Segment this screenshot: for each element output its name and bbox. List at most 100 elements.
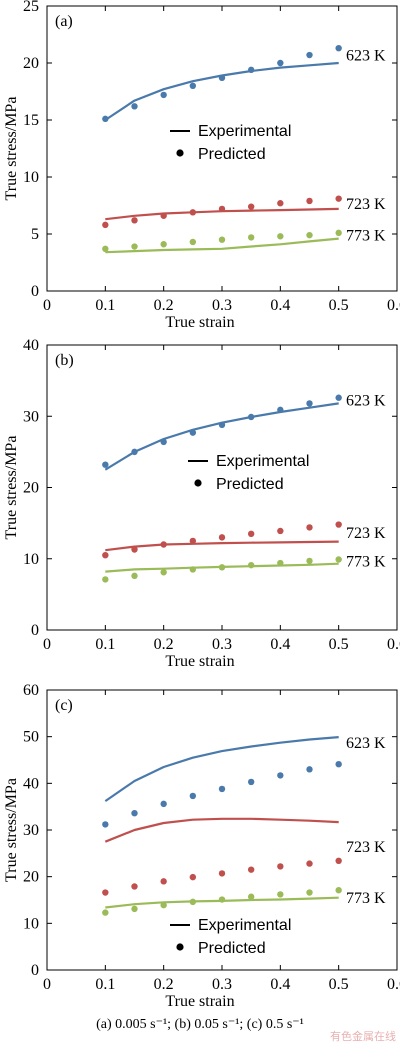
x-tick-label: 0.3 xyxy=(212,976,232,993)
x-tick-label: 0.6 xyxy=(387,636,400,653)
predicted-point-773 xyxy=(277,891,284,898)
y-tick-label: 20 xyxy=(23,480,39,497)
series-label-773: 773 K xyxy=(346,554,386,571)
predicted-point-773 xyxy=(160,241,167,248)
x-tick-label: 0.2 xyxy=(154,636,174,653)
predicted-point-773 xyxy=(218,564,226,571)
x-tick-label: 0.5 xyxy=(329,976,349,993)
y-tick-label: 10 xyxy=(23,915,39,932)
predicted-point-623 xyxy=(335,761,342,768)
legend-dot-icon xyxy=(176,943,184,951)
y-tick-label: 10 xyxy=(23,169,39,186)
predicted-point-773 xyxy=(277,559,284,567)
predicted-point-723 xyxy=(277,863,284,870)
watermark: 有色金属在线 xyxy=(330,1030,396,1043)
predicted-point-723 xyxy=(335,857,342,864)
x-tick-label: 0 xyxy=(43,976,51,993)
series-label-723: 723 K xyxy=(346,525,386,542)
predicted-point-723 xyxy=(189,537,197,545)
y-tick-label: 25 xyxy=(23,0,39,15)
predicted-point-773 xyxy=(160,569,167,576)
predicted-point-773 xyxy=(189,898,197,906)
predicted-point-623 xyxy=(218,74,226,82)
predicted-point-623 xyxy=(189,792,197,800)
predicted-point-773 xyxy=(131,905,138,913)
predicted-point-623 xyxy=(160,800,167,808)
x-tick-label: 0 xyxy=(43,297,51,314)
series-label-723: 723 K xyxy=(346,839,386,856)
predicted-point-723 xyxy=(247,866,255,873)
x-tick-label: 0.1 xyxy=(95,636,115,653)
y-tick-label: 40 xyxy=(23,775,39,792)
predicted-point-723 xyxy=(306,524,313,531)
y-axis-title: True stress/MPa xyxy=(3,778,20,882)
legend-experimental-label: Experimental xyxy=(198,123,291,140)
predicted-point-623 xyxy=(335,44,342,52)
series-label-723: 723 K xyxy=(346,196,386,213)
legend-predicted-label: Predicted xyxy=(216,476,284,493)
predicted-point-723 xyxy=(247,530,255,538)
series-label-623: 623 K xyxy=(346,48,386,65)
predicted-point-623 xyxy=(131,448,138,456)
x-axis-title: True strain xyxy=(165,314,234,331)
y-tick-label: 0 xyxy=(31,283,39,300)
predicted-point-723 xyxy=(160,878,167,885)
predicted-point-773 xyxy=(131,243,138,250)
experimental-line-723 xyxy=(104,817,339,843)
series-label-623: 623 K xyxy=(346,735,386,752)
predicted-point-773 xyxy=(277,233,284,240)
predicted-point-623 xyxy=(102,461,109,468)
y-tick-label: 60 xyxy=(23,682,39,699)
predicted-point-723 xyxy=(189,873,197,881)
chart-panel-c: 0 0.1 0.2 0.3 0.4 0.5 0.6 0 10 20 30 40 50 60 True str… xyxy=(3,682,400,1010)
figure-caption: (a) 0.005 s⁻¹; (b) 0.05 s⁻¹; (c) 0.5 s⁻¹ xyxy=(96,1017,304,1032)
x-tick-label: 0.5 xyxy=(329,297,349,314)
y-tick-label: 30 xyxy=(23,822,39,839)
experimental-line-623 xyxy=(104,61,339,121)
experimental-line-773 xyxy=(105,237,339,254)
predicted-point-723 xyxy=(160,541,167,548)
predicted-point-723 xyxy=(335,195,342,202)
predicted-point-623 xyxy=(335,394,342,401)
predicted-point-623 xyxy=(102,115,109,123)
y-tick-label: 0 xyxy=(31,962,39,979)
predicted-point-623 xyxy=(189,429,197,436)
x-tick-label: 0.4 xyxy=(270,976,290,993)
y-axis-title: True stress/MPa xyxy=(3,97,20,201)
predicted-point-723 xyxy=(102,221,109,229)
predicted-point-773 xyxy=(102,576,109,583)
legend-dot-icon xyxy=(194,479,202,487)
predicted-point-723 xyxy=(306,860,313,867)
panel-label: (b) xyxy=(55,352,74,369)
predicted-point-623 xyxy=(247,778,255,786)
predicted-point-623 xyxy=(160,438,167,446)
predicted-point-623 xyxy=(277,406,284,414)
predicted-point-773 xyxy=(102,245,109,253)
x-tick-label: 0.4 xyxy=(270,297,290,314)
predicted-point-623 xyxy=(102,821,109,828)
y-tick-label: 40 xyxy=(23,337,39,354)
legend-experimental-label: Experimental xyxy=(198,917,291,934)
x-tick-label: 0.2 xyxy=(154,976,174,993)
predicted-point-773 xyxy=(189,238,197,246)
x-tick-label: 0.6 xyxy=(387,976,400,993)
legend-predicted-label: Predicted xyxy=(198,940,266,957)
predicted-point-773 xyxy=(306,557,313,565)
chart-panel-b: 0 0.1 0.2 0.3 0.4 0.5 0.6 0 10 20 30 40 True strain T… xyxy=(3,337,400,670)
predicted-point-723 xyxy=(218,205,226,213)
predicted-point-623 xyxy=(218,421,226,428)
predicted-point-723 xyxy=(102,889,109,896)
predicted-point-623 xyxy=(277,59,284,67)
predicted-point-723 xyxy=(218,870,226,877)
x-tick-label: 0.1 xyxy=(95,297,115,314)
predicted-point-773 xyxy=(247,561,255,569)
predicted-point-723 xyxy=(102,551,109,559)
predicted-point-723 xyxy=(247,203,255,210)
x-tick-label: 0.3 xyxy=(212,636,232,653)
y-tick-label: 50 xyxy=(23,729,39,746)
predicted-point-773 xyxy=(247,893,255,900)
predicted-point-723 xyxy=(131,883,138,890)
predicted-point-773 xyxy=(247,234,255,241)
legend-dot-icon xyxy=(176,149,184,157)
experimental-line-623 xyxy=(104,736,339,803)
